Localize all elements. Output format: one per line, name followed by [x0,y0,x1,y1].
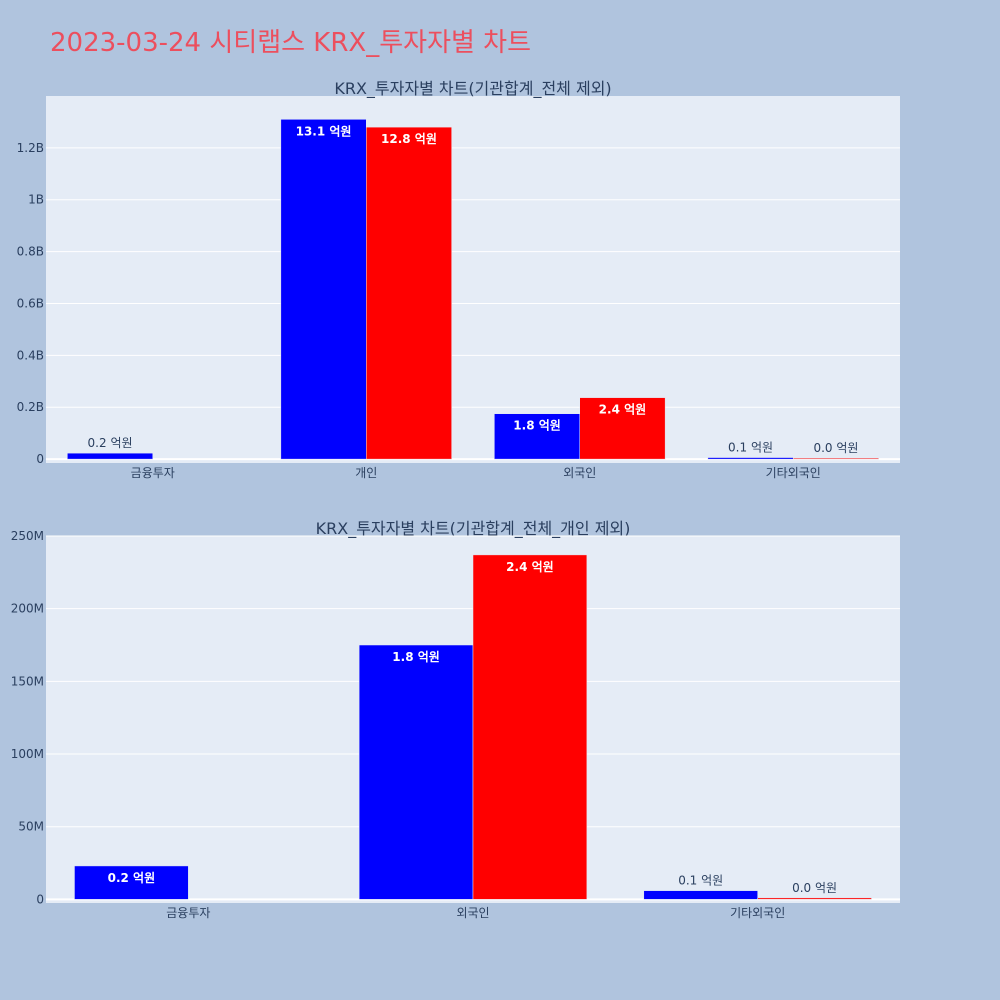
y-tick-label: 250M [11,529,44,543]
y-tick-label: 0.4B [17,348,44,362]
bar-red [579,397,666,460]
data-label: 0.0 억원 [813,441,858,455]
y-tick-label: 0 [36,452,44,466]
data-label: 1.8 억원 [392,650,440,664]
plot-area [46,96,900,463]
x-tick-label: 외국인 [563,466,596,480]
chart-title: KRX_투자자별 차트(기관합계_전체_개인 제외) [316,519,631,539]
x-tick-label: 기타외국인 [766,466,821,480]
y-tick-label: 0.8B [17,245,44,259]
y-tick-label: 150M [11,674,44,688]
bar-blue [67,452,153,460]
data-label: 2.4 억원 [506,560,554,574]
bar-blue [280,119,367,460]
bar-blue [643,890,758,900]
x-tick-label: 개인 [355,466,377,480]
x-tick-label: 금융투자 [166,906,210,920]
bar-red [472,554,588,900]
y-tick-label: 0.6B [17,296,44,310]
bar-blue [358,644,474,900]
page-title: 2023-03-24 시티랩스 KRX_투자자별 차트 [50,28,532,58]
bar-red [366,126,452,460]
y-tick-label: 1B [28,193,44,207]
x-tick-label: 금융투자 [131,466,175,480]
y-tick-label: 200M [11,602,44,616]
data-label: 0.1 억원 [728,441,773,455]
x-tick-label: 외국인 [456,906,489,920]
data-label: 2.4 억원 [599,403,647,417]
data-label: 0.2 억원 [108,871,156,885]
y-tick-label: 100M [11,747,44,761]
data-label: 1.8 억원 [513,419,561,433]
data-label: 0.2 억원 [88,436,133,450]
y-tick-label: 0.2B [17,400,44,414]
bar-blue [74,865,189,900]
y-tick-label: 0 [36,892,44,906]
bar-red [793,457,879,460]
chart-top: KRX_투자자별 차트(기관합계_전체 제외) 0 0.2B 0.4B 0.6B 0.8B… [17,79,900,480]
chart-title: KRX_투자자별 차트(기관합계_전체 제외) [334,79,611,99]
data-label: 0.0 억원 [792,881,837,895]
chart-bottom: KRX_투자자별 차트(기관합계_전체_개인 제외) 0 50M 100M 150M 20… [11,519,900,920]
y-tick-label: 1.2B [17,141,44,155]
bar-blue [707,457,794,460]
data-label: 13.1 억원 [296,124,352,138]
y-tick-label: 50M [18,820,44,834]
bar-red [757,897,872,900]
x-tick-label: 기타외국인 [730,906,785,920]
bar-blue [494,413,581,460]
data-label: 12.8 억원 [381,132,437,146]
data-label: 0.1 억원 [678,874,723,888]
